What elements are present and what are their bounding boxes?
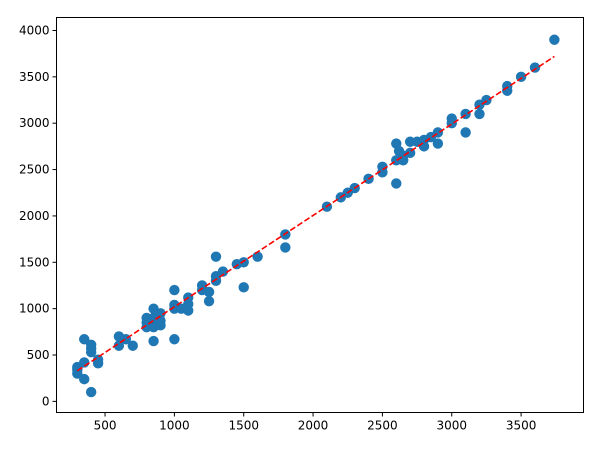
scatter-point bbox=[203, 296, 215, 307]
scatter-point bbox=[155, 308, 166, 319]
scatter-point bbox=[238, 282, 249, 293]
scatter-point bbox=[127, 340, 138, 351]
scatter-point bbox=[549, 34, 560, 45]
fit-line bbox=[76, 55, 555, 372]
scatter-point bbox=[85, 386, 97, 398]
scatter-point bbox=[79, 373, 90, 385]
scatter-point bbox=[210, 251, 222, 262]
x-tick-label: 1500 bbox=[228, 419, 259, 433]
x-tick-label: 1000 bbox=[159, 419, 190, 433]
plot-marks bbox=[72, 34, 560, 398]
scatter-point bbox=[148, 335, 159, 347]
scatter-point bbox=[280, 242, 291, 253]
x-tick-label: 2000 bbox=[298, 419, 329, 433]
scatter-point bbox=[85, 339, 97, 351]
y-tick-label: 3500 bbox=[19, 70, 50, 84]
scatter-point bbox=[377, 161, 388, 172]
scatter-point bbox=[474, 108, 485, 120]
y-tick-label: 2000 bbox=[19, 209, 50, 223]
scatter-point bbox=[203, 286, 215, 298]
x-tick-label: 3000 bbox=[436, 419, 467, 433]
y-tick-label: 1000 bbox=[19, 302, 50, 316]
x-tick-label: 3500 bbox=[506, 419, 537, 433]
scatter-point bbox=[79, 357, 90, 368]
scatter-point bbox=[446, 113, 457, 124]
scatter-point bbox=[432, 138, 444, 149]
x-tick-label: 2500 bbox=[367, 419, 398, 433]
y-tick-label: 0 bbox=[42, 394, 50, 408]
x-tick-label: 500 bbox=[94, 419, 117, 433]
scatter-point bbox=[169, 284, 180, 296]
x-axis: 500 1000 1500 2000 2500 3000 3500 bbox=[94, 412, 537, 433]
y-tick-label: 3000 bbox=[19, 116, 50, 130]
scatter-point bbox=[252, 251, 263, 262]
scatter-point bbox=[391, 178, 402, 189]
scatter-point bbox=[169, 334, 180, 345]
y-tick-label: 2500 bbox=[19, 163, 50, 177]
scatter-point bbox=[238, 257, 249, 268]
scatter-point bbox=[92, 354, 104, 365]
scatter-point bbox=[79, 334, 90, 345]
y-tick-label: 500 bbox=[27, 348, 50, 362]
scatter-point bbox=[217, 266, 229, 277]
y-tick-label: 4000 bbox=[19, 23, 50, 37]
scatter-point bbox=[113, 340, 125, 351]
scatter-point bbox=[460, 127, 471, 138]
y-tick-label: 1500 bbox=[19, 255, 50, 269]
scatter-point bbox=[196, 280, 208, 291]
axes-frame bbox=[56, 17, 584, 413]
scatter-point bbox=[529, 62, 541, 73]
y-axis: 0 500 1000 1500 2000 2500 3000 3500 4000 bbox=[19, 23, 57, 408]
